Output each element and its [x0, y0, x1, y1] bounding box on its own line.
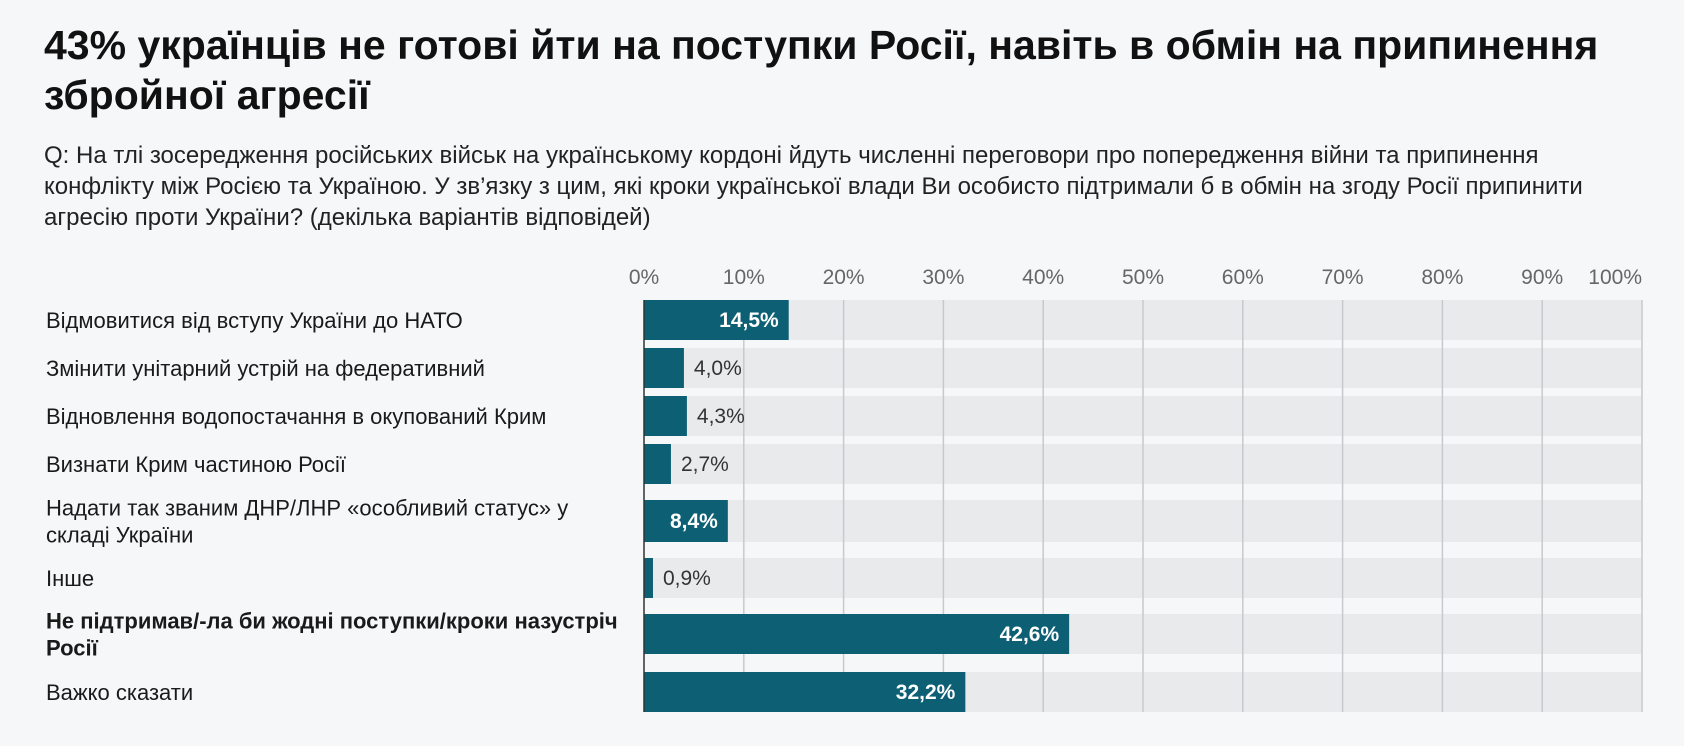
x-tick-label: 100% [1588, 266, 1642, 289]
x-tick-label: 70% [1322, 266, 1364, 289]
x-tick-label: 10% [723, 266, 765, 289]
value-label: 42,6% [1000, 623, 1060, 646]
category-label: Змінити унітарний устрій на федеративний [46, 356, 485, 381]
category-label: Інше [46, 566, 94, 591]
bar [644, 614, 1070, 654]
value-label: 14,5% [719, 309, 779, 332]
x-tick-label: 50% [1122, 266, 1164, 289]
value-label: 4,3% [697, 405, 745, 428]
x-tick-label: 30% [922, 266, 964, 289]
x-tick-label: 60% [1222, 266, 1264, 289]
category-label: Важко сказати [46, 680, 193, 705]
category-label: Відмовитися від вступу України до НАТО [46, 308, 463, 333]
category-label: Визнати Крим частиною Росії [46, 452, 346, 477]
bar [644, 558, 653, 598]
value-label: 8,4% [670, 510, 718, 533]
x-tick-label: 0% [629, 266, 659, 289]
category-label: Відновлення водопостачання в окупований … [46, 404, 546, 429]
bar [644, 300, 789, 340]
value-label: 0,9% [663, 567, 711, 590]
x-tick-label: 90% [1521, 266, 1563, 289]
bar [644, 500, 728, 542]
bar [644, 672, 966, 712]
value-label: 32,2% [896, 681, 956, 704]
category-label: Надати так званим ДНР/ЛНР «особливий ста… [46, 496, 568, 548]
bar [644, 396, 687, 436]
x-tick-label: 40% [1022, 266, 1064, 289]
chart-title: 43% українців не готові йти на поступки … [44, 22, 1599, 118]
bar [644, 348, 684, 388]
category-label: Не підтримав/-ла би жодні поступки/кроки… [46, 609, 618, 661]
bar [644, 444, 671, 484]
x-tick-label: 80% [1421, 266, 1463, 289]
chart-subtitle: Q: На тлі зосередження російських військ… [44, 142, 1583, 231]
x-tick-label: 20% [823, 266, 865, 289]
value-label: 2,7% [681, 453, 729, 476]
value-label: 4,0% [694, 357, 742, 380]
